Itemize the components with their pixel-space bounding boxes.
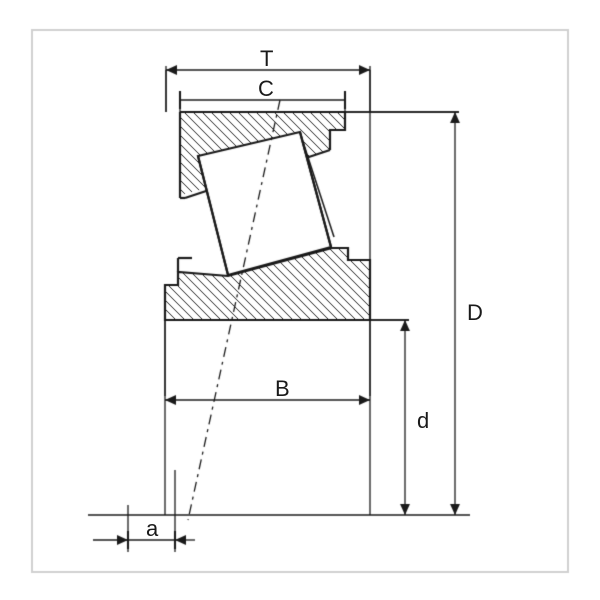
bearing-diagram-canvas [0,0,600,600]
dim-label-d: d [417,408,429,434]
dim-label-T: T [260,46,273,72]
dim-label-C: C [258,76,274,102]
dim-label-a: a [146,516,158,542]
dim-label-D: D [467,300,483,326]
dim-label-B: B [275,376,290,402]
